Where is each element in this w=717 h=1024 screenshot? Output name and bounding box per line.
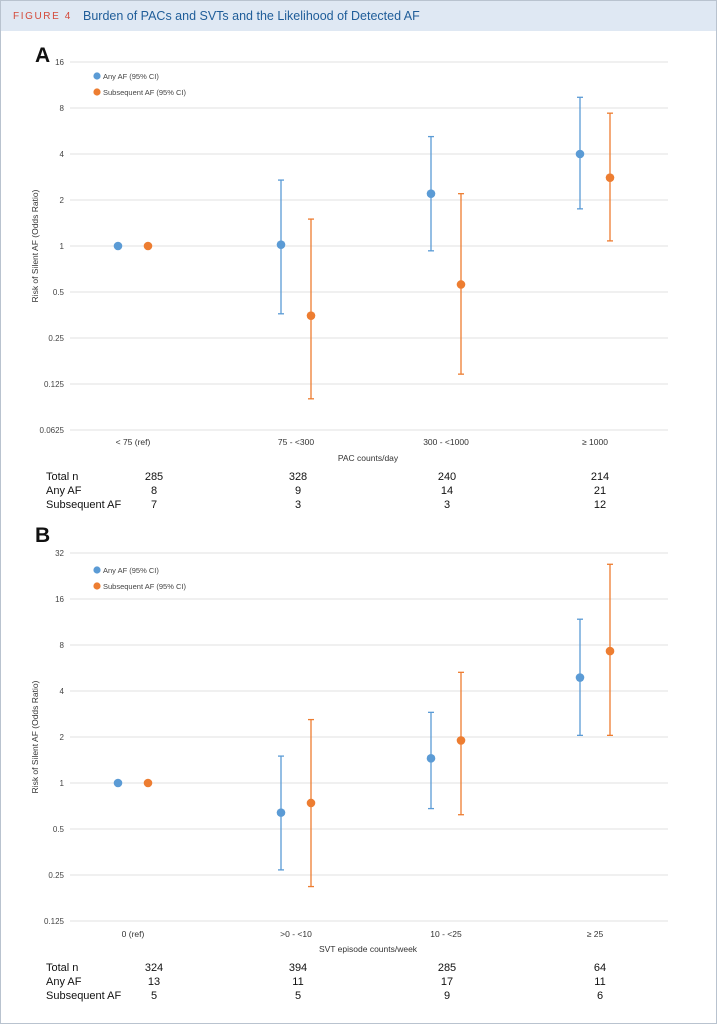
legend-label: Subsequent AF (95% CI) (103, 88, 186, 97)
x-category-label: >0 - <10 (280, 929, 312, 939)
y-tick-label: 16 (55, 595, 64, 604)
legend-marker (93, 72, 101, 80)
table-cell: 7 (150, 499, 158, 511)
table-cell: 8 (150, 485, 158, 497)
legend-label: Any AF (95% CI) (103, 72, 159, 81)
x-category-label: 0 (ref) (122, 929, 145, 939)
table-cell: 5 (294, 990, 302, 1002)
table-cell: 64 (593, 962, 607, 974)
data-point (575, 673, 585, 682)
table-cell: 11 (594, 976, 606, 988)
legend-marker (93, 88, 101, 96)
data-point (143, 778, 153, 788)
table-cell: 3 (443, 499, 451, 511)
table-row: Subsequent AF 7 3 3 12 (0, 499, 717, 513)
legend-label: Subsequent AF (95% CI) (103, 582, 186, 591)
y-axis-title: Risk of Silent AF (Odds Ratio) (30, 680, 40, 793)
data-point (605, 646, 615, 656)
table-cell: 328 (288, 471, 308, 483)
table-cell: 214 (590, 471, 610, 483)
table-cell: 17 (440, 976, 454, 988)
legend-label: Any AF (95% CI) (103, 566, 159, 575)
data-point (575, 149, 585, 159)
y-tick-label: 2 (60, 196, 65, 205)
x-category-label: ≥ 1000 (582, 437, 608, 447)
panel-b-letter: B (35, 524, 51, 547)
y-tick-label: 0.5 (53, 825, 65, 834)
x-category-label: ≥ 25 (587, 929, 604, 939)
row-label: Any AF (46, 485, 82, 497)
row-label: Total n (46, 471, 79, 483)
table-cell: 240 (437, 471, 457, 483)
data-point (276, 240, 286, 249)
table-cell: 6 (596, 990, 604, 1002)
y-tick-label: 0.25 (48, 334, 64, 343)
table-row: Any AF 13 11 17 11 (0, 976, 717, 990)
y-tick-label: 0.125 (44, 917, 65, 926)
legend-marker (93, 566, 101, 574)
table-row: Any AF 8 9 14 21 (0, 485, 717, 499)
row-label: Subsequent AF (46, 499, 122, 511)
panel-b-table: Total n 324 394 285 64 Any AF 13 11 17 1… (0, 962, 717, 1004)
row-label: Subsequent AF (46, 990, 122, 1002)
figure-label: FIGURE 4 (13, 11, 72, 22)
y-tick-label: 16 (55, 58, 64, 67)
data-point (456, 280, 466, 289)
table-cell: 285 (144, 471, 164, 483)
row-label: Total n (46, 962, 79, 974)
table-row: Total n 285 328 240 214 (0, 471, 717, 485)
data-point (113, 241, 123, 251)
x-axis-title: PAC counts/day (338, 453, 399, 463)
y-tick-label: 8 (60, 641, 65, 650)
data-point (605, 173, 615, 182)
table-cell: 324 (144, 962, 164, 974)
legend-marker (93, 582, 101, 590)
table-cell: 13 (147, 976, 161, 988)
figure-header: FIGURE 4 Burden of PACs and SVTs and the… (1, 1, 716, 31)
panel-a-table: Total n 285 328 240 214 Any AF 8 9 14 21… (0, 471, 717, 513)
x-category-label: < 75 (ref) (116, 437, 151, 447)
table-cell: 5 (150, 990, 158, 1002)
data-point (276, 808, 286, 817)
data-point (306, 798, 316, 808)
table-cell: 11 (292, 976, 304, 988)
table-cell: 9 (443, 990, 451, 1002)
y-tick-label: 8 (60, 104, 65, 113)
table-row: Total n 324 394 285 64 (0, 962, 717, 976)
table-cell: 14 (440, 485, 454, 497)
data-point (456, 736, 466, 745)
y-tick-label: 2 (60, 733, 65, 742)
panel-a-letter: A (35, 44, 51, 67)
data-point (306, 311, 316, 320)
data-point (113, 778, 123, 788)
y-tick-label: 1 (60, 242, 65, 251)
y-tick-label: 0.25 (48, 871, 64, 880)
y-tick-label: 1 (60, 779, 65, 788)
x-category-label: 300 - <1000 (423, 437, 469, 447)
chart-a: 0.0625 0.125 0.25 0.5 1 2 4 8 16 Risk of Silent A… (30, 58, 668, 463)
table-cell: 12 (593, 499, 607, 511)
y-tick-label: 0.5 (53, 288, 65, 297)
y-tick-label: 4 (60, 150, 65, 159)
table-cell: 285 (437, 962, 457, 974)
data-point (143, 241, 153, 251)
table-row: Subsequent AF 5 5 9 6 (0, 990, 717, 1004)
x-category-label: 75 - <300 (278, 437, 314, 447)
table-cell: 9 (294, 485, 302, 497)
table-cell: 21 (593, 485, 607, 497)
row-label: Any AF (46, 976, 82, 988)
table-cell: 394 (288, 962, 308, 974)
y-axis-title: Risk of Silent AF (Odds Ratio) (30, 189, 40, 302)
data-point (426, 189, 436, 198)
y-tick-label: 4 (60, 687, 65, 696)
x-axis-title: SVT episode counts/week (319, 944, 418, 954)
y-tick-label: 0.0625 (40, 426, 65, 435)
data-point (426, 754, 436, 763)
y-tick-label: 32 (55, 549, 64, 558)
chart-b: 0.125 0.25 0.5 1 2 4 8 16 32 Risk of Silent AF (O… (30, 549, 668, 954)
x-category-label: 10 - <25 (430, 929, 462, 939)
figure-title: Burden of PACs and SVTs and the Likeliho… (83, 9, 420, 23)
table-cell: 3 (294, 499, 302, 511)
y-tick-label: 0.125 (44, 380, 65, 389)
